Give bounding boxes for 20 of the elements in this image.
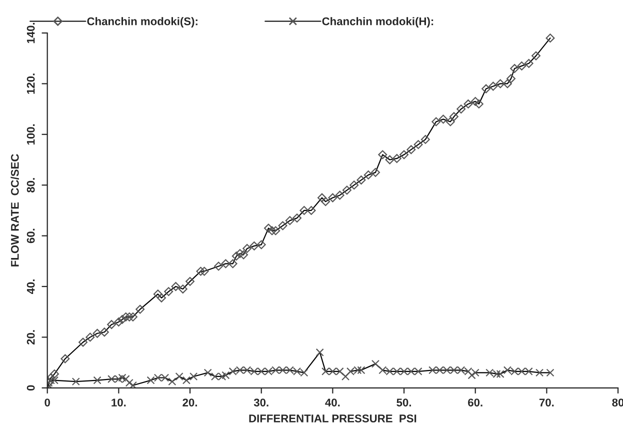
y-tick-label: 40. xyxy=(26,280,35,294)
x-tick-label: 40. xyxy=(325,398,340,406)
y-tick-label: 100. xyxy=(26,124,35,145)
legend-label: Chanchin modoki(H): xyxy=(322,17,434,28)
x-tick-label: 60. xyxy=(468,398,482,406)
x-tick-label: 30. xyxy=(254,398,268,406)
x-tick-label: 0 xyxy=(44,398,50,406)
x-tick-label: 50. xyxy=(396,398,411,406)
y-tick-label: 0 xyxy=(26,385,35,391)
legend-label: Chanchin modoki(S): xyxy=(87,17,198,28)
x-tick-label: 20. xyxy=(182,398,197,406)
y-axis-title: FLOW RATE CC/SEC xyxy=(10,154,19,266)
y-tick-label: 80. xyxy=(26,178,35,192)
y-tick-label: 20. xyxy=(26,330,35,345)
x-tick-label: 70. xyxy=(539,398,554,406)
y-tick-label: 140. xyxy=(26,22,35,44)
y-tick-label: 120. xyxy=(26,74,35,94)
x-axis-title: DIFFERENTIAL PRESSURE PSI xyxy=(249,414,416,422)
x-tick-label: 10. xyxy=(112,398,126,406)
y-tick-label: 60. xyxy=(26,228,35,244)
